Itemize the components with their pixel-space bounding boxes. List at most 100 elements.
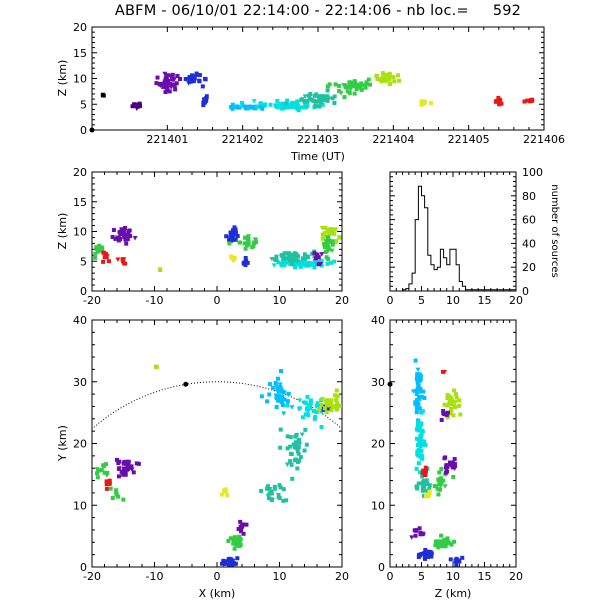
source-point xyxy=(449,406,454,411)
source-point xyxy=(415,384,421,389)
source-point xyxy=(319,263,324,268)
source-point xyxy=(289,262,294,267)
x-tick-label: 20 xyxy=(509,294,523,307)
source-point xyxy=(94,467,100,472)
source-point xyxy=(232,225,237,230)
source-point xyxy=(240,524,245,529)
source-point xyxy=(327,238,332,243)
source-point xyxy=(414,466,419,471)
source-point xyxy=(451,413,456,418)
source-point xyxy=(170,72,175,77)
source-point xyxy=(423,548,428,553)
source-point xyxy=(230,233,235,238)
source-point xyxy=(300,415,305,420)
source-point xyxy=(437,482,442,487)
source-point xyxy=(268,102,273,107)
source-point xyxy=(287,103,292,108)
source-point xyxy=(305,410,311,415)
source-point xyxy=(239,529,244,534)
source-point xyxy=(445,403,450,408)
source-point xyxy=(357,87,363,92)
source-point xyxy=(238,537,243,542)
y-tick-label: 40 xyxy=(371,314,385,327)
source-point xyxy=(329,260,334,265)
source-point xyxy=(422,488,427,493)
source-point xyxy=(316,407,321,412)
source-point xyxy=(416,443,421,448)
y-tick-label: 5 xyxy=(80,98,87,111)
source-point xyxy=(303,412,308,417)
source-point xyxy=(321,98,326,103)
source-point xyxy=(451,475,456,480)
source-point xyxy=(269,497,274,502)
source-point xyxy=(284,498,289,503)
source-point xyxy=(275,98,280,103)
source-point xyxy=(129,467,135,473)
x-tick-label: 20 xyxy=(335,570,349,583)
source-point xyxy=(295,253,300,258)
source-point xyxy=(419,422,424,427)
source-point xyxy=(347,90,352,95)
source-point xyxy=(323,249,328,254)
source-point xyxy=(285,400,291,406)
source-point xyxy=(299,432,305,437)
plan-view-ylabel: Y (km) xyxy=(56,425,69,462)
source-point xyxy=(450,464,455,469)
source-point xyxy=(273,380,278,385)
source-point xyxy=(233,232,238,237)
source-point xyxy=(279,106,284,111)
source-point xyxy=(440,544,445,549)
source-point xyxy=(441,539,446,544)
source-point xyxy=(96,249,101,254)
x-tick-label: 20 xyxy=(335,294,349,307)
source-point xyxy=(391,75,396,80)
source-point xyxy=(296,451,301,456)
source-point xyxy=(126,230,131,235)
source-point xyxy=(302,99,307,104)
source-point xyxy=(457,398,462,403)
source-point xyxy=(415,400,420,405)
source-point xyxy=(94,245,99,250)
source-point xyxy=(337,89,342,94)
y-tick-label: 20 xyxy=(522,261,536,274)
source-point xyxy=(319,252,325,257)
source-point xyxy=(453,400,459,405)
source-point xyxy=(136,103,142,109)
source-point xyxy=(304,105,309,110)
source-point xyxy=(420,439,425,444)
x-tick-label: 221403 xyxy=(297,133,339,146)
source-point xyxy=(281,498,286,503)
source-point xyxy=(124,462,129,467)
source-point xyxy=(445,392,450,397)
source-point xyxy=(433,484,438,489)
source-point xyxy=(493,99,498,104)
source-point xyxy=(387,77,392,82)
source-point xyxy=(232,562,237,567)
height-y-xlabel: Z (km) xyxy=(435,587,472,600)
source-point xyxy=(497,102,502,107)
x-tick-label: 0 xyxy=(214,294,221,307)
source-point xyxy=(306,413,311,418)
source-point xyxy=(420,442,425,447)
source-point xyxy=(238,542,243,547)
source-point xyxy=(417,389,422,394)
source-point xyxy=(325,242,330,247)
source-point xyxy=(442,402,447,407)
source-point xyxy=(417,434,423,439)
source-point xyxy=(235,234,240,239)
source-point xyxy=(295,466,300,471)
source-point xyxy=(197,73,202,78)
source-point xyxy=(116,461,121,466)
source-point xyxy=(418,470,423,475)
source-point xyxy=(325,257,330,262)
source-point xyxy=(273,103,278,108)
source-point xyxy=(276,260,281,265)
source-point xyxy=(278,385,283,390)
source-point xyxy=(167,89,172,94)
source-point xyxy=(423,493,428,498)
source-point xyxy=(292,251,297,256)
source-point xyxy=(277,382,283,387)
source-point xyxy=(280,403,285,408)
source-point xyxy=(415,423,420,428)
